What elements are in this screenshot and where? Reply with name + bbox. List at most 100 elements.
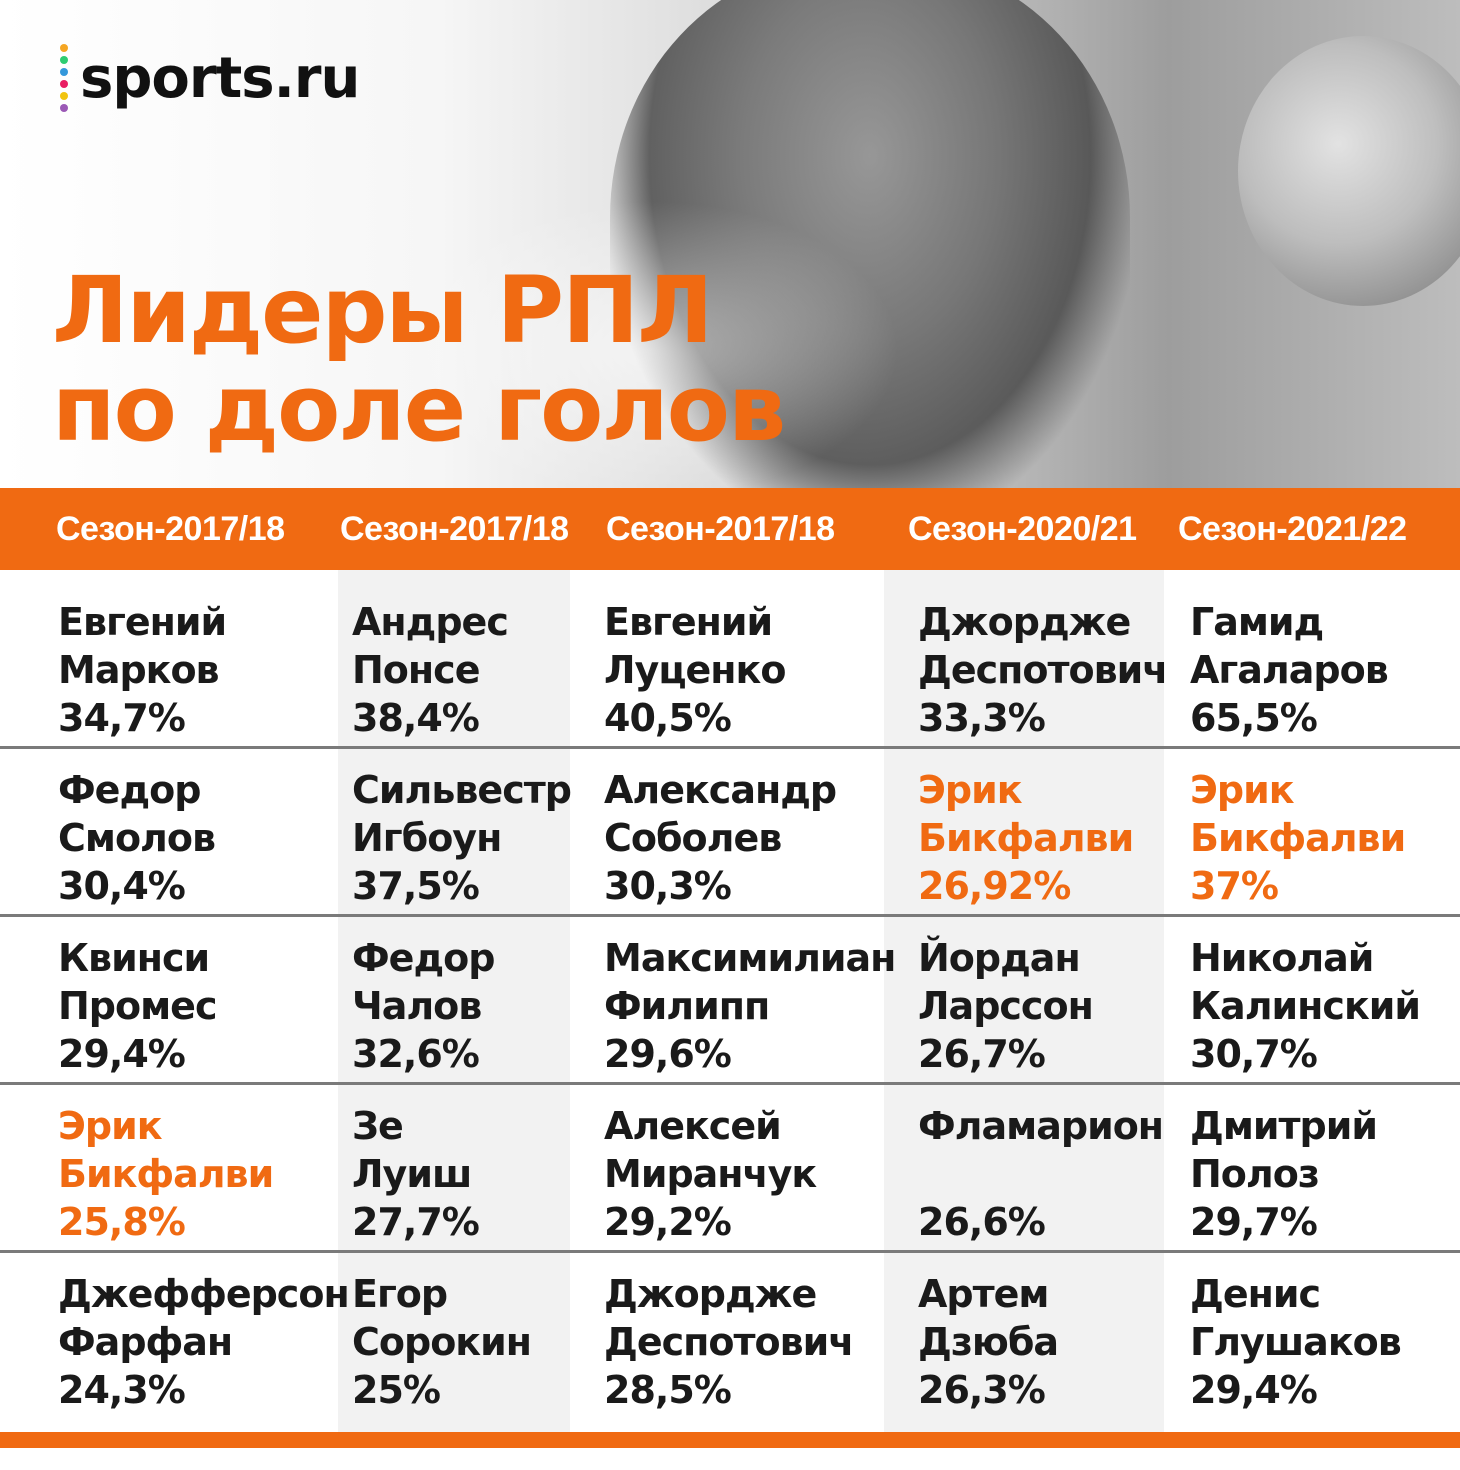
goal-share-value: 29,7% [1190, 1200, 1318, 1244]
season-header-2: Сезон-2017/18 [340, 510, 569, 548]
table-cell: Егор Сорокин 25% [352, 1270, 532, 1414]
season-header-4: Сезон-2020/21 [908, 510, 1137, 548]
logo-dot [60, 68, 68, 76]
title-line-2: по доле голов [52, 355, 786, 462]
player-first-name: Егор [352, 1272, 448, 1316]
player-last-name: Промес [58, 984, 217, 1028]
table-cell: Йордан Ларссон 26,7% [918, 934, 1094, 1078]
table-cell: Артем Дзюба 26,3% [918, 1270, 1059, 1414]
player-last-name: Бикфалви [918, 816, 1134, 860]
goal-share-value: 27,7% [352, 1200, 480, 1244]
row-divider [0, 1082, 1460, 1085]
table-cell: Сильвестр Игбоун 37,5% [352, 766, 572, 910]
table-cell: Федор Смолов 30,4% [58, 766, 216, 910]
player-first-name: Максимилиан [604, 936, 896, 980]
player-last-name: Деспотович [604, 1320, 854, 1364]
logo-dot [60, 104, 68, 112]
logo-dot [60, 44, 68, 52]
player-last-name: Марков [58, 648, 220, 692]
player-last-name: Луценко [604, 648, 786, 692]
column-shade [884, 570, 1164, 1432]
goal-share-value: 40,5% [604, 696, 732, 740]
player-first-name: Эрик [1190, 768, 1295, 812]
player-last-name: Сорокин [352, 1320, 532, 1364]
table-cell: Алексей Миранчук 29,2% [604, 1102, 817, 1246]
table-cell: Евгений Марков 34,7% [58, 598, 227, 742]
goal-share-value: 29,4% [1190, 1368, 1318, 1412]
goal-share-value: 65,5% [1190, 696, 1318, 740]
player-first-name: Федор [352, 936, 495, 980]
photo-shade [400, 200, 900, 488]
goal-share-value: 30,7% [1190, 1032, 1318, 1076]
table-cell: Денис Глушаков 29,4% [1190, 1270, 1402, 1414]
season-header-bar: Сезон-2017/18 Сезон-2017/18 Сезон-2017/1… [0, 488, 1460, 570]
season-header-5: Сезон-2021/22 [1178, 510, 1407, 548]
logo-dots-icon [60, 44, 68, 112]
goal-share-value: 26,6% [918, 1200, 1046, 1244]
table-cell: Максимилиан Филипп 29,6% [604, 934, 896, 1078]
goal-share-value: 25,8% [58, 1200, 186, 1244]
player-first-name: Дмитрий [1190, 1104, 1378, 1148]
player-first-name: Фламарион [918, 1104, 1164, 1148]
player-last-name: Дзюба [918, 1320, 1059, 1364]
player-first-name: Сильвестр [352, 768, 572, 812]
player-first-name: Джефферсон [58, 1272, 350, 1316]
player-first-name: Гамид [1190, 600, 1324, 644]
goal-share-value: 29,2% [604, 1200, 732, 1244]
row-divider [0, 746, 1460, 749]
player-last-name: Смолов [58, 816, 216, 860]
goal-share-value: 30,3% [604, 864, 732, 908]
player-last-name: Бикфалви [58, 1152, 274, 1196]
table-cell: Эрик Бикфалви 37% [1190, 766, 1406, 910]
player-first-name: Николай [1190, 936, 1374, 980]
table-cell: Александр Соболев 30,3% [604, 766, 837, 910]
player-first-name: Евгений [604, 600, 773, 644]
player-first-name: Зе [352, 1104, 404, 1148]
goal-share-value: 26,92% [918, 864, 1071, 908]
player-first-name: Федор [58, 768, 201, 812]
table-cell: Дмитрий Полоз 29,7% [1190, 1102, 1378, 1246]
goal-share-value: 32,6% [352, 1032, 480, 1076]
title-line-1: Лидеры РПЛ [52, 257, 714, 364]
player-first-name: Денис [1190, 1272, 1321, 1316]
table-cell: Андрес Понсе 38,4% [352, 598, 509, 742]
table-cell: Джордже Деспотович 33,3% [918, 598, 1168, 742]
player-first-name: Джордже [604, 1272, 817, 1316]
player-last-name: Бикфалви [1190, 816, 1406, 860]
player-first-name: Александр [604, 768, 837, 812]
table-cell: Фламарион 26,6% [918, 1102, 1164, 1246]
player-first-name: Джордже [918, 600, 1131, 644]
player-last-name: Понсе [352, 648, 480, 692]
player-first-name: Квинси [58, 936, 210, 980]
player-first-name: Андрес [352, 600, 509, 644]
logo-dot [60, 80, 68, 88]
leaders-table: Евгений Марков 34,7% Андрес Понсе 38,4% Евгени… [0, 570, 1460, 1432]
table-cell: Николай Калинский 30,7% [1190, 934, 1421, 1078]
sports-ru-logo: sports.ru [60, 44, 360, 112]
logo-dot [60, 92, 68, 100]
goal-share-value: 37% [1190, 864, 1279, 908]
table-cell: Евгений Луценко 40,5% [604, 598, 786, 742]
player-last-name [918, 1150, 1163, 1198]
goal-share-value: 26,7% [918, 1032, 1046, 1076]
player-last-name: Глушаков [1190, 1320, 1402, 1364]
table-cell: Эрик Бикфалви 26,92% [918, 766, 1134, 910]
row-divider [0, 1250, 1460, 1253]
table-cell: Квинси Промес 29,4% [58, 934, 217, 1078]
player-last-name: Деспотович [918, 648, 1168, 692]
logo-dot [60, 56, 68, 64]
player-last-name: Игбоун [352, 816, 502, 860]
player-last-name: Соболев [604, 816, 782, 860]
player-last-name: Ларссон [918, 984, 1094, 1028]
row-divider [0, 914, 1460, 917]
logo-text: sports.ru [80, 45, 360, 111]
goal-share-value: 34,7% [58, 696, 186, 740]
player-last-name: Филипп [604, 984, 770, 1028]
bottom-bar [0, 1432, 1460, 1448]
table-cell: Джордже Деспотович 28,5% [604, 1270, 854, 1414]
goal-share-value: 38,4% [352, 696, 480, 740]
player-last-name: Фарфан [58, 1320, 233, 1364]
goal-share-value: 25% [352, 1368, 441, 1412]
table-cell: Гамид Агаларов 65,5% [1190, 598, 1389, 742]
column-shade [338, 570, 570, 1432]
